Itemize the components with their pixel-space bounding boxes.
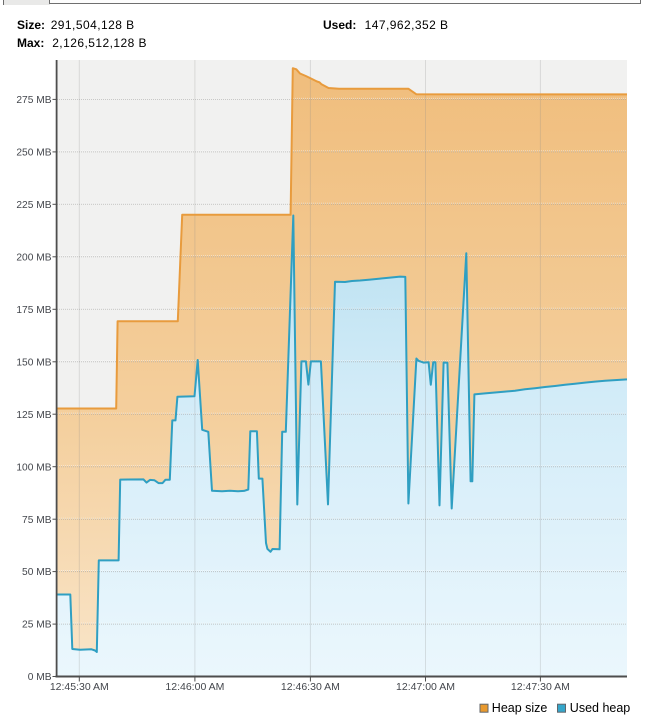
svg-text:12:47:30 AM: 12:47:30 AM <box>511 681 570 693</box>
svg-text:225 MB: 225 MB <box>16 200 51 211</box>
svg-text:200 MB: 200 MB <box>16 252 51 263</box>
svg-text:25 MB: 25 MB <box>22 620 52 631</box>
svg-text:12:46:30 AM: 12:46:30 AM <box>281 681 340 693</box>
svg-text:175 MB: 175 MB <box>16 305 51 316</box>
svg-text:12:47:00 AM: 12:47:00 AM <box>396 681 455 693</box>
svg-text:50 MB: 50 MB <box>22 567 52 578</box>
svg-text:75 MB: 75 MB <box>22 515 52 526</box>
svg-text:100 MB: 100 MB <box>16 462 51 473</box>
svg-text:150 MB: 150 MB <box>16 357 51 368</box>
svg-text:0 MB: 0 MB <box>28 672 52 683</box>
svg-text:12:46:00 AM: 12:46:00 AM <box>165 681 224 693</box>
svg-text:Used heap: Used heap <box>570 701 631 715</box>
svg-text:Heap size: Heap size <box>492 701 548 715</box>
svg-text:275 MB: 275 MB <box>16 95 51 106</box>
svg-text:12:45:30 AM: 12:45:30 AM <box>50 681 109 693</box>
svg-text:125 MB: 125 MB <box>16 410 51 421</box>
svg-text:250 MB: 250 MB <box>16 148 51 159</box>
